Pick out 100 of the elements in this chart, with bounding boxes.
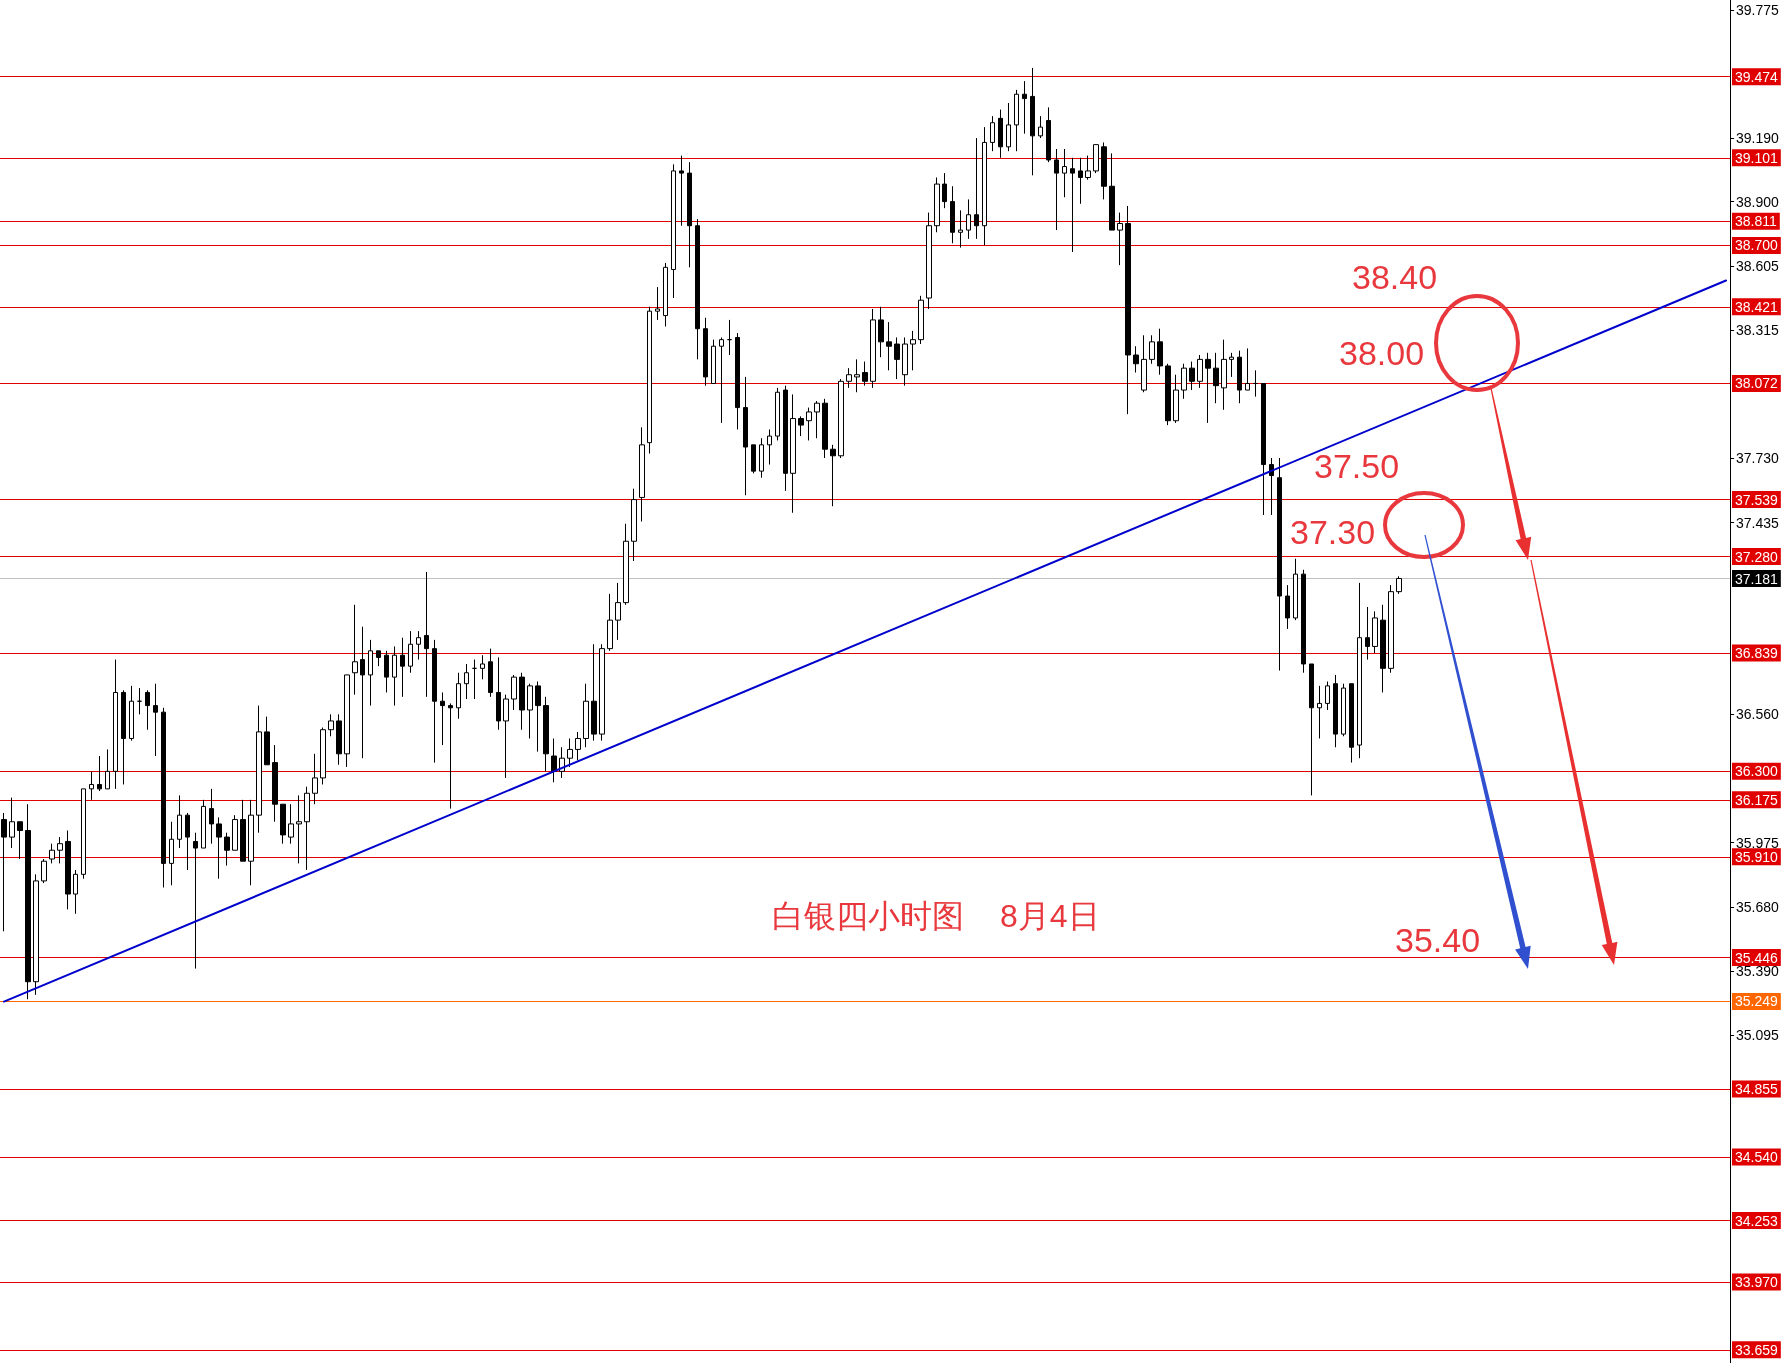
candlestick — [886, 321, 892, 371]
candlestick — [1014, 89, 1019, 152]
candlestick — [105, 748, 110, 790]
candlestick — [1253, 369, 1258, 398]
candlestick — [121, 689, 126, 785]
y-tick-label: 39.775 — [1736, 1, 1780, 18]
y-tick-label: 38.315 — [1736, 321, 1780, 338]
candlestick — [591, 643, 597, 742]
candlestick — [918, 295, 924, 345]
candlestick — [1357, 582, 1362, 759]
candlestick — [368, 639, 373, 707]
candlestick — [177, 794, 182, 849]
annotation: 37.30 — [1290, 513, 1376, 551]
candlestick — [1046, 106, 1051, 163]
candlestick — [1221, 339, 1227, 411]
candlestick — [735, 332, 740, 430]
candlestick — [97, 755, 102, 792]
candlestick — [543, 696, 549, 772]
candlestick — [926, 212, 932, 310]
candlestick — [1173, 374, 1179, 424]
candlestick — [472, 659, 477, 700]
ref-line-label: 37.539 — [1735, 491, 1779, 508]
candlestick — [623, 523, 629, 606]
candlestick — [519, 672, 525, 731]
y-tick-label: 38.605 — [1736, 258, 1780, 275]
candlestick — [1078, 157, 1083, 205]
candlestick — [814, 400, 820, 439]
candlestick — [137, 687, 142, 715]
candlestick — [647, 306, 652, 455]
candlestick — [1141, 334, 1147, 393]
candlestick — [1285, 584, 1290, 630]
candlestick — [73, 869, 78, 915]
candlestick — [456, 672, 461, 720]
candlestick — [360, 626, 365, 759]
candlestick — [49, 843, 55, 864]
ref-line-label: 37.280 — [1735, 548, 1779, 565]
candlestick — [567, 737, 573, 768]
candlestick — [256, 705, 262, 834]
ref-line-label: 39.101 — [1735, 149, 1779, 166]
candlestick — [185, 812, 190, 871]
ref-line-label: 36.175 — [1735, 791, 1779, 808]
candlestick — [1293, 558, 1298, 621]
candlestick — [496, 656, 501, 731]
candlestick — [448, 702, 453, 810]
candlestick — [65, 830, 71, 910]
ref-line-label: 33.659 — [1735, 1341, 1779, 1358]
candlestick — [304, 786, 310, 871]
candlestick — [743, 376, 748, 496]
candlestick — [798, 415, 804, 437]
candlestick — [1117, 212, 1123, 266]
ref-line-label: 39.474 — [1735, 68, 1779, 85]
ref-line-label: 35.910 — [1735, 848, 1779, 865]
candlestick — [1309, 663, 1314, 796]
candlestick — [1261, 382, 1266, 516]
candlestick — [1093, 144, 1099, 174]
candlestick — [416, 630, 421, 661]
candlestick — [376, 650, 381, 667]
candlestick — [1372, 610, 1378, 654]
ref-line-label: 38.421 — [1735, 298, 1779, 315]
candlestick — [17, 821, 23, 860]
candlestick — [1205, 352, 1211, 424]
candlestick — [846, 367, 852, 389]
candlestick — [320, 727, 326, 785]
candlestick — [671, 163, 676, 299]
annotation: 35.40 — [1395, 921, 1481, 959]
candlestick — [1133, 345, 1139, 374]
candlestick — [711, 339, 716, 384]
y-tick-label: 36.560 — [1736, 706, 1780, 723]
y-tick-label: 38.900 — [1736, 193, 1780, 210]
candlestick — [1109, 152, 1115, 231]
candlestick — [440, 691, 445, 746]
candlestick — [575, 731, 581, 761]
ref-line-label: 34.855 — [1735, 1081, 1779, 1098]
candlestick — [511, 674, 517, 711]
candlestick — [384, 650, 389, 693]
candlestick — [751, 444, 756, 474]
ref-line-label: 34.540 — [1735, 1149, 1779, 1166]
candlestick — [1301, 569, 1306, 674]
annotation: 38.40 — [1352, 258, 1438, 296]
candlestick — [216, 816, 222, 880]
candlestick — [806, 407, 812, 441]
candlestick — [854, 358, 860, 393]
candlestick — [790, 393, 796, 514]
candlestick — [631, 488, 637, 562]
candlestick — [232, 814, 238, 851]
candlestick — [1237, 350, 1242, 404]
candlestick — [480, 654, 485, 680]
candlestick — [464, 663, 469, 700]
candlestick — [424, 571, 429, 698]
candlestick — [288, 803, 294, 845]
ref-line-label: 35.446 — [1735, 949, 1779, 966]
candlestick — [408, 630, 413, 674]
candlestick — [209, 788, 214, 845]
candlestick — [1006, 102, 1011, 152]
ref-line-label: 36.839 — [1735, 645, 1779, 662]
ref-line-label: 35.249 — [1735, 993, 1779, 1010]
ref-line-label: 37.181 — [1735, 570, 1779, 587]
candlestick — [145, 689, 150, 731]
candlestick — [336, 713, 342, 766]
candlestick — [33, 873, 39, 996]
